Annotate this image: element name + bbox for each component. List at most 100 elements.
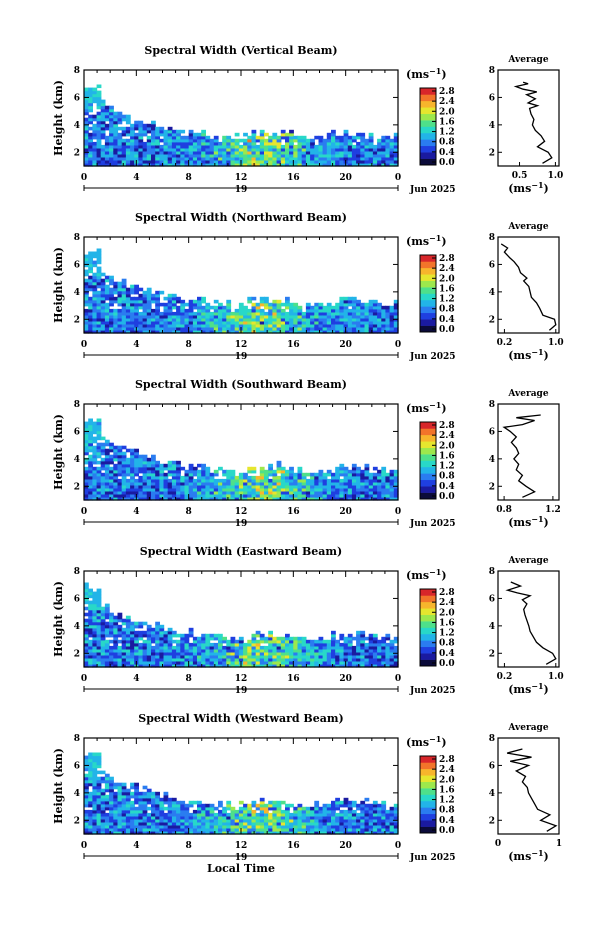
heatmap-cell bbox=[289, 636, 294, 641]
heatmap-cell bbox=[347, 642, 353, 647]
heatmap-cell bbox=[142, 639, 148, 644]
heatmap-cell bbox=[92, 761, 98, 766]
heatmap-cell bbox=[88, 126, 93, 131]
heatmap-cell bbox=[314, 323, 320, 328]
heatmap-cell bbox=[322, 664, 328, 668]
heatmap-cell bbox=[209, 472, 215, 477]
heatmap-cell bbox=[222, 654, 227, 659]
heatmap-cell bbox=[385, 821, 391, 826]
heatmap-cell bbox=[96, 281, 102, 286]
heatmap-cell bbox=[272, 160, 278, 164]
date-day-label: 19 bbox=[235, 352, 248, 362]
heatmap-cell bbox=[130, 818, 135, 823]
heatmap-cell bbox=[109, 144, 114, 149]
heatmap-cell bbox=[280, 308, 286, 313]
heatmap-cell bbox=[100, 147, 106, 152]
heatmap-cell bbox=[209, 160, 215, 164]
heatmap-cell bbox=[343, 302, 349, 307]
heatmap-cell bbox=[197, 317, 202, 322]
heatmap-cell bbox=[104, 490, 110, 495]
heatmap-cell bbox=[285, 481, 290, 486]
heatmap-cell bbox=[289, 469, 294, 474]
heatmap-cell bbox=[230, 469, 236, 474]
colorbar-segment bbox=[420, 152, 436, 159]
heatmap-cell bbox=[360, 651, 366, 656]
heatmap-cell bbox=[381, 490, 387, 495]
heatmap-cell bbox=[130, 147, 135, 152]
heatmap-cell bbox=[167, 317, 173, 322]
heatmap-cell bbox=[209, 323, 215, 328]
heatmap-cell bbox=[213, 484, 219, 489]
heatmap-cell bbox=[343, 147, 349, 152]
heatmap-cell bbox=[372, 812, 378, 817]
heatmap-cell bbox=[289, 305, 294, 310]
heatmap-cell bbox=[255, 803, 261, 808]
heatmap-cell bbox=[104, 305, 110, 310]
heatmap-cell bbox=[226, 317, 232, 322]
heatmap-cell bbox=[84, 642, 89, 647]
heatmap-cell bbox=[109, 330, 114, 334]
heatmap-cell bbox=[335, 150, 340, 155]
heatmap-cell bbox=[171, 818, 177, 823]
heatmap-cell bbox=[318, 160, 324, 164]
heatmap-cell bbox=[113, 828, 119, 832]
heatmap-cell bbox=[247, 308, 253, 313]
heatmap-cell bbox=[100, 612, 106, 617]
heatmap-cell bbox=[318, 809, 324, 814]
heatmap-cell bbox=[297, 475, 303, 480]
heatmap-cell bbox=[125, 487, 131, 492]
colorbar-tick-label: 2.4 bbox=[439, 264, 455, 274]
heatmap-cell bbox=[381, 153, 387, 158]
heatmap-cell bbox=[326, 497, 332, 501]
heatmap-cell bbox=[347, 645, 353, 650]
heatmap-cell bbox=[238, 150, 244, 155]
heatmap-cell bbox=[125, 320, 131, 325]
heatmap-cell bbox=[142, 642, 148, 647]
heatmap-cell bbox=[314, 657, 320, 662]
heatmap-cell bbox=[305, 138, 311, 143]
heatmap-cell bbox=[301, 311, 307, 316]
heatmap-cell bbox=[142, 460, 148, 465]
heatmap-cell bbox=[331, 156, 336, 161]
heatmap-cell bbox=[142, 478, 148, 483]
heatmap-cell bbox=[222, 821, 227, 826]
heatmap-cell bbox=[109, 308, 114, 313]
heatmap-cell bbox=[276, 636, 282, 641]
heatmap-cell bbox=[293, 138, 299, 143]
heatmap-cell bbox=[180, 651, 186, 656]
heatmap-cell bbox=[222, 135, 227, 140]
heatmap-cell bbox=[368, 163, 374, 167]
heatmap-cell bbox=[171, 141, 177, 146]
heatmap-cell bbox=[92, 144, 98, 149]
heatmap-cell bbox=[113, 457, 119, 462]
heatmap-cell bbox=[280, 311, 286, 316]
heatmap-cell bbox=[243, 484, 248, 489]
heatmap-cell bbox=[326, 132, 332, 137]
heatmap-cell bbox=[184, 320, 190, 325]
heatmap-cell bbox=[226, 818, 232, 823]
heatmap-cell bbox=[171, 460, 177, 465]
heatmap-cell bbox=[151, 311, 156, 316]
heatmap-cell bbox=[146, 305, 152, 310]
heatmap-cell bbox=[343, 320, 349, 325]
heatmap-cell bbox=[213, 305, 219, 310]
heatmap-cell bbox=[163, 657, 169, 662]
heatmap-cell bbox=[92, 806, 98, 811]
heatmap-cell bbox=[167, 645, 173, 650]
heatmap-cell bbox=[146, 484, 152, 489]
heatmap-cell bbox=[121, 812, 127, 817]
heatmap-cell bbox=[276, 323, 282, 328]
heatmap-cell bbox=[92, 828, 98, 832]
heatmap-cell bbox=[155, 466, 160, 471]
heatmap-cell bbox=[88, 469, 93, 474]
heatmap-cell bbox=[289, 484, 294, 489]
heatmap-cell bbox=[134, 648, 139, 653]
heatmap-cell bbox=[100, 278, 106, 283]
heatmap-cell bbox=[163, 794, 169, 799]
heatmap-cell bbox=[318, 812, 324, 817]
heatmap-cell bbox=[121, 311, 127, 316]
heatmap-cell bbox=[356, 132, 361, 137]
heatmap-cell bbox=[393, 815, 399, 820]
heatmap-cell bbox=[151, 661, 156, 665]
heatmap-cell bbox=[209, 633, 215, 638]
